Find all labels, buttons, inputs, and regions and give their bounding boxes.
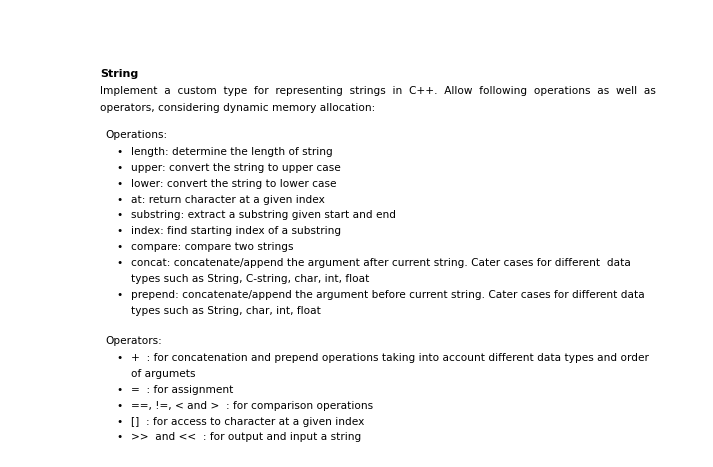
Text: lower: convert the string to lower case: lower: convert the string to lower case	[130, 179, 336, 189]
Text: •: •	[117, 353, 123, 363]
Text: •: •	[117, 417, 123, 426]
Text: •: •	[117, 195, 123, 205]
Text: •: •	[117, 211, 123, 220]
Text: •: •	[117, 147, 123, 157]
Text: •: •	[117, 179, 123, 189]
Text: •: •	[117, 163, 123, 173]
Text: types such as String, char, int, float: types such as String, char, int, float	[130, 306, 320, 316]
Text: prepend: concatenate/append the argument before current string. Cater cases for : prepend: concatenate/append the argument…	[130, 290, 645, 300]
Text: >>  and <<  : for output and input a string: >> and << : for output and input a strin…	[130, 432, 361, 442]
Text: concat: concatenate/append the argument after current string. Cater cases for di: concat: concatenate/append the argument …	[130, 258, 630, 268]
Text: length: determine the length of string: length: determine the length of string	[130, 147, 332, 157]
Text: String: String	[100, 69, 138, 78]
Text: =  : for assignment: = : for assignment	[130, 385, 233, 395]
Text: •: •	[117, 432, 123, 442]
Text: •: •	[117, 226, 123, 236]
Text: of argumets: of argumets	[130, 369, 195, 379]
Text: upper: convert the string to upper case: upper: convert the string to upper case	[130, 163, 340, 173]
Text: at: return character at a given index: at: return character at a given index	[130, 195, 324, 205]
Text: operators, considering dynamic memory allocation:: operators, considering dynamic memory al…	[100, 103, 376, 113]
Text: types such as String, C-string, char, int, float: types such as String, C-string, char, in…	[130, 274, 369, 284]
Text: []  : for access to character at a given index: [] : for access to character at a given …	[130, 417, 364, 426]
Text: •: •	[117, 385, 123, 395]
Text: compare: compare two strings: compare: compare two strings	[130, 242, 293, 252]
Text: •: •	[117, 401, 123, 410]
Text: +  : for concatenation and prepend operations taking into account different data: + : for concatenation and prepend operat…	[130, 353, 648, 363]
Text: index: find starting index of a substring: index: find starting index of a substrin…	[130, 226, 341, 236]
Text: •: •	[117, 290, 123, 300]
Text: Operations:: Operations:	[106, 130, 168, 140]
Text: substring: extract a substring given start and end: substring: extract a substring given sta…	[130, 211, 396, 220]
Text: Implement  a  custom  type  for  representing  strings  in  C++.  Allow  followi: Implement a custom type for representing…	[100, 86, 656, 97]
Text: Operators:: Operators:	[106, 336, 163, 347]
Text: ==, !=, < and >  : for comparison operations: ==, !=, < and > : for comparison operati…	[130, 401, 373, 410]
Text: •: •	[117, 258, 123, 268]
Text: •: •	[117, 242, 123, 252]
